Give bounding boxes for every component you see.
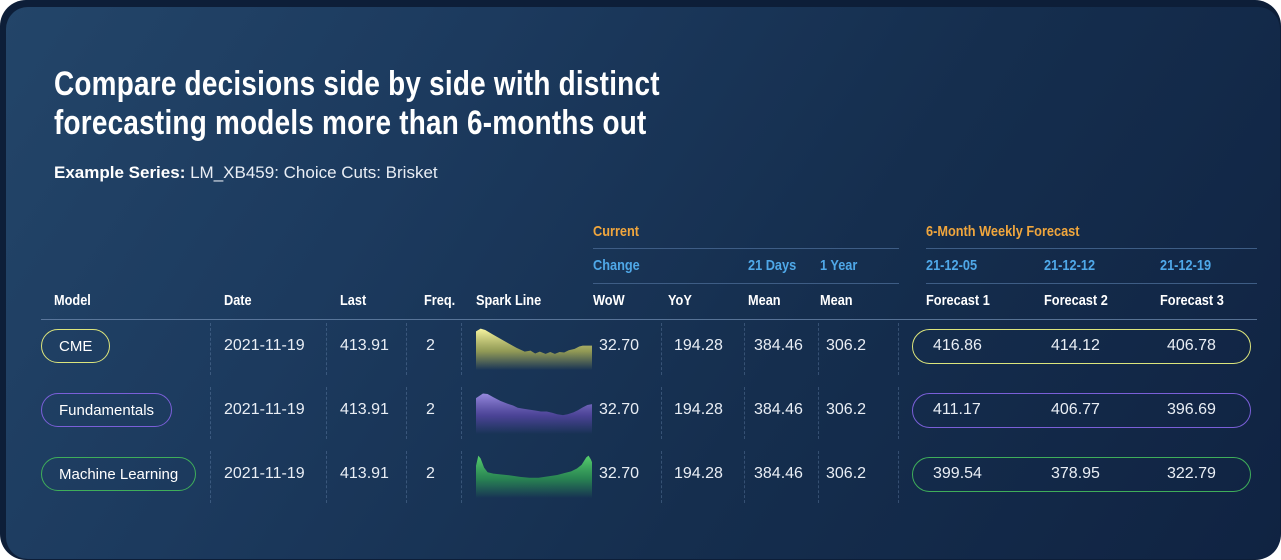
page-title: Compare decisions side by side with dist… — [54, 65, 660, 142]
example-series-label: Example Series: LM_XB459: Choice Cuts: B… — [54, 163, 438, 182]
column-separator — [210, 323, 211, 375]
table-row: Fundamentals 2021-11-19 413.91 2 32.70 1… — [6, 387, 1280, 439]
colhead-wow: WoW — [593, 292, 625, 309]
column-separator — [326, 323, 327, 375]
cell-date: 2021-11-19 — [224, 337, 305, 354]
column-separator — [661, 387, 662, 439]
subheader-date-1: 21-12-05 — [926, 257, 978, 274]
subheader-date-3: 21-12-19 — [1160, 257, 1212, 274]
divider-current-group — [593, 248, 899, 249]
cell-wow: 32.70 — [599, 401, 640, 418]
subheader-date-2: 21-12-12 — [1044, 257, 1096, 274]
forecast-pill: 399.54 378.95 322.79 — [912, 457, 1251, 492]
colhead-yoy: YoY — [668, 292, 692, 309]
colhead-mean-1y: Mean — [820, 292, 853, 309]
colhead-date: Date — [224, 292, 252, 309]
column-separator — [898, 323, 899, 375]
colhead-model: Model — [54, 292, 91, 309]
cell-forecast-3: 322.79 — [1167, 465, 1216, 482]
column-separator — [326, 387, 327, 439]
column-separator — [818, 323, 819, 375]
comparison-card: Compare decisions side by side with dist… — [6, 7, 1280, 559]
cell-mean-1y: 306.2 — [826, 465, 867, 482]
sparkline-chart — [476, 324, 592, 370]
cell-date: 2021-11-19 — [224, 465, 305, 482]
cell-last: 413.91 — [340, 337, 389, 354]
colhead-mean-21d: Mean — [748, 292, 781, 309]
divider-change-group — [593, 283, 899, 284]
cell-forecast-3: 396.69 — [1167, 401, 1216, 418]
colhead-freq: Freq. — [424, 292, 456, 309]
colhead-forecast-3: Forecast 3 — [1160, 292, 1224, 309]
colhead-forecast-1: Forecast 1 — [926, 292, 990, 309]
subheader-21-days: 21 Days — [748, 257, 797, 274]
forecast-pill: 416.86 414.12 406.78 — [912, 329, 1251, 364]
colhead-spark-line: Spark Line — [476, 292, 542, 309]
cell-wow: 32.70 — [599, 465, 640, 482]
cell-forecast-2: 378.95 — [1051, 465, 1100, 482]
column-separator — [818, 451, 819, 503]
cell-freq: 2 — [426, 401, 435, 418]
column-separator — [461, 323, 462, 375]
divider-dates-group — [926, 283, 1257, 284]
group-header-forecast: 6-Month Weekly Forecast — [926, 223, 1080, 240]
cell-forecast-2: 414.12 — [1051, 337, 1100, 354]
model-chip-fundamentals[interactable]: Fundamentals — [41, 393, 173, 427]
subheader-1-year: 1 Year — [820, 257, 858, 274]
column-separator — [818, 387, 819, 439]
column-separator — [661, 323, 662, 375]
cell-mean-21d: 384.46 — [754, 401, 803, 418]
divider-forecast-group — [926, 248, 1257, 249]
model-chip-cme[interactable]: CME — [41, 329, 111, 363]
cell-yoy: 194.28 — [674, 465, 723, 482]
cell-forecast-3: 406.78 — [1167, 337, 1216, 354]
column-separator — [210, 451, 211, 503]
cell-last: 413.91 — [340, 401, 389, 418]
group-header-current: Current — [593, 223, 640, 240]
column-separator — [898, 387, 899, 439]
sparkline-chart — [476, 388, 592, 434]
cell-forecast-1: 416.86 — [933, 337, 982, 354]
cell-forecast-2: 406.77 — [1051, 401, 1100, 418]
model-chip-machine-learning[interactable]: Machine Learning — [41, 457, 197, 491]
cell-wow: 32.70 — [599, 337, 640, 354]
cell-forecast-1: 399.54 — [933, 465, 982, 482]
cell-last: 413.91 — [340, 465, 389, 482]
cell-mean-1y: 306.2 — [826, 337, 867, 354]
cell-yoy: 194.28 — [674, 337, 723, 354]
cell-mean-21d: 384.46 — [754, 465, 803, 482]
column-separator — [744, 387, 745, 439]
colhead-forecast-2: Forecast 2 — [1044, 292, 1108, 309]
cell-forecast-1: 411.17 — [933, 401, 981, 418]
subheader-change: Change — [593, 257, 640, 274]
table-row: Machine Learning 2021-11-19 413.91 2 32.… — [6, 451, 1280, 503]
cell-date: 2021-11-19 — [224, 401, 305, 418]
table-row: CME 2021-11-19 413.91 2 32.70 194.28 384… — [6, 323, 1280, 375]
cell-freq: 2 — [426, 465, 435, 482]
column-separator — [898, 451, 899, 503]
cell-freq: 2 — [426, 337, 435, 354]
column-separator — [461, 451, 462, 503]
column-separator — [210, 387, 211, 439]
column-separator — [461, 387, 462, 439]
column-separator — [661, 451, 662, 503]
column-separator — [326, 451, 327, 503]
sparkline-chart — [476, 452, 592, 498]
column-separator — [744, 451, 745, 503]
column-separator — [744, 323, 745, 375]
header-underline — [41, 319, 1257, 320]
cell-mean-1y: 306.2 — [826, 401, 867, 418]
colhead-last: Last — [340, 292, 367, 309]
cell-mean-21d: 384.46 — [754, 337, 803, 354]
cell-yoy: 194.28 — [674, 401, 723, 418]
forecast-pill: 411.17 406.77 396.69 — [912, 393, 1251, 428]
column-separator — [406, 387, 407, 439]
column-separator — [406, 451, 407, 503]
column-separator — [406, 323, 407, 375]
